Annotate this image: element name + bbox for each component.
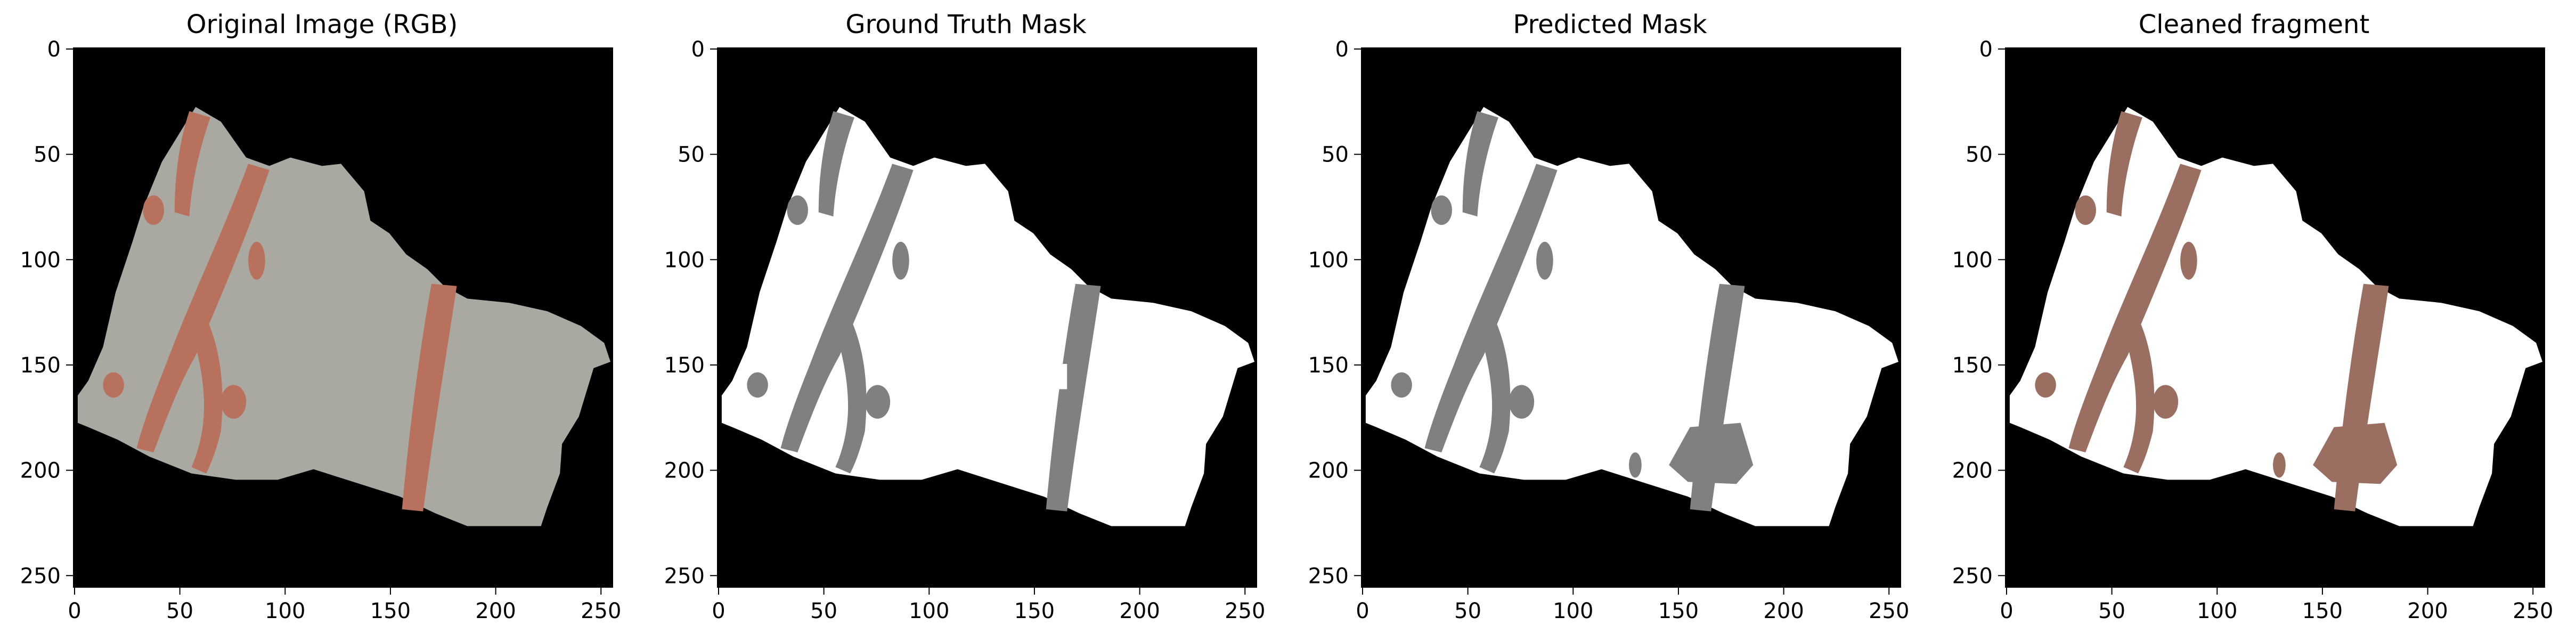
axes-frame [717, 47, 1257, 588]
paint-region [1536, 241, 1553, 280]
x-tick-label: 0 [1356, 599, 1369, 623]
x-tick-label: 0 [68, 599, 81, 623]
paint-region [2106, 111, 2142, 217]
axes-frame [2005, 47, 2545, 588]
paint-region [2119, 305, 2155, 474]
x-tick-label: 150 [1658, 599, 1699, 623]
paint-region [2273, 452, 2286, 478]
x-tick-label: 150 [1014, 599, 1055, 623]
paint-region [865, 385, 891, 419]
panel-title: Ground Truth Mask [845, 10, 1087, 39]
panel-title: Original Image (RGB) [186, 10, 458, 39]
paint-region [402, 283, 457, 512]
paint-region [1629, 452, 1642, 478]
panel-rgb: Original Image (RGB) 0 50 100 150 200 250 0 50 10… [0, 0, 644, 641]
x-tick-label: 100 [2197, 599, 2237, 623]
y-tick-label: 200 [1308, 459, 1349, 483]
y-tick-label: 250 [1952, 564, 1993, 588]
y-tick-label: 250 [20, 564, 61, 588]
y-tick-label: 50 [34, 143, 61, 167]
y-tick-label: 200 [1952, 459, 1993, 483]
panel-title: Cleaned fragment [2138, 10, 2370, 39]
x-tick-label: 100 [909, 599, 949, 623]
y-tick-label: 150 [1308, 353, 1349, 378]
paint-region [780, 164, 914, 452]
x-tick-label: 250 [2513, 599, 2553, 623]
paint-region [1046, 283, 1101, 512]
y-tick-label: 150 [1952, 353, 1993, 378]
y-tick-label: 250 [664, 564, 705, 588]
x-tick-label: 0 [2000, 599, 2013, 623]
y-tick-label: 150 [20, 353, 61, 378]
paint-region [1462, 111, 1498, 217]
x-tick-label: 50 [1454, 599, 1481, 623]
paint-region [1424, 164, 1558, 452]
x-tick-label: 200 [2407, 599, 2448, 623]
paint-region [136, 164, 270, 452]
panel-pred: Predicted Mask 0 50 100 150 200 250 0 50 100 150 20… [1288, 0, 1932, 641]
x-tick-label: 150 [2302, 599, 2343, 623]
image-axes: 0 50 100 150 200 250 0 50 100 150 200 250 [1308, 37, 1910, 623]
panel-title: Predicted Mask [1513, 10, 1707, 39]
panel-gt: Ground Truth Mask 0 50 100 150 200 250 0 50 100 15… [644, 0, 1288, 641]
paint-region [818, 111, 854, 217]
axes-frame [1361, 47, 1901, 588]
paint-region [1475, 305, 1511, 474]
x-tick-label: 50 [810, 599, 837, 623]
paint-region [2180, 241, 2197, 280]
paint-region [2153, 385, 2179, 419]
x-tick-label: 150 [370, 599, 411, 623]
paint-region [221, 385, 247, 419]
image-axes: 0 50 100 150 200 250 0 50 100 150 200 250 [20, 37, 622, 623]
x-tick-label: 200 [1763, 599, 1804, 623]
paint-region [187, 305, 223, 474]
axes-frame [73, 47, 613, 588]
x-tick-label: 50 [166, 599, 193, 623]
x-tick-label: 0 [712, 599, 725, 623]
x-tick-label: 200 [1119, 599, 1160, 623]
y-tick-label: 0 [1979, 37, 1993, 62]
paint-region [174, 111, 210, 217]
y-tick-label: 100 [1308, 248, 1349, 272]
paint-region [103, 372, 124, 398]
x-tick-label: 200 [475, 599, 516, 623]
x-tick-label: 250 [1869, 599, 1909, 623]
paint-region [831, 305, 867, 474]
y-tick-label: 100 [1952, 248, 1993, 272]
y-tick-label: 0 [47, 37, 61, 62]
y-tick-label: 150 [664, 353, 705, 378]
paint-region [1431, 195, 1452, 225]
paint-region [1509, 385, 1535, 419]
paint-region [892, 241, 909, 280]
panel-cleaned: Cleaned fragment 0 50 100 150 200 250 0 50 100 150… [1932, 0, 2576, 641]
paint-region [1669, 423, 1754, 484]
image-axes: 0 50 100 150 200 250 0 50 100 150 200 250 [664, 37, 1266, 623]
y-tick-label: 0 [1335, 37, 1349, 62]
y-tick-label: 200 [664, 459, 705, 483]
y-tick-label: 50 [1322, 143, 1349, 167]
x-tick-label: 50 [2098, 599, 2125, 623]
paint-region [248, 241, 265, 280]
mask-gap [1056, 363, 1067, 390]
x-tick-label: 100 [1553, 599, 1593, 623]
paint-region [747, 372, 768, 398]
y-tick-label: 0 [691, 37, 705, 62]
y-tick-label: 100 [664, 248, 705, 272]
paint-region [1391, 372, 1412, 398]
y-tick-label: 250 [1308, 564, 1349, 588]
paint-region [143, 195, 164, 225]
x-tick-label: 250 [581, 599, 621, 623]
paint-region [2068, 164, 2202, 452]
paint-region [2075, 195, 2096, 225]
y-tick-label: 50 [1966, 143, 1993, 167]
paint-region [2035, 372, 2056, 398]
x-tick-label: 250 [1225, 599, 1265, 623]
x-tick-label: 100 [265, 599, 305, 623]
paint-region [787, 195, 808, 225]
y-tick-label: 200 [20, 459, 61, 483]
paint-region [2313, 423, 2398, 484]
y-tick-label: 50 [678, 143, 705, 167]
y-tick-label: 100 [20, 248, 61, 272]
image-axes: 0 50 100 150 200 250 0 50 100 150 200 250 [1952, 37, 2554, 623]
